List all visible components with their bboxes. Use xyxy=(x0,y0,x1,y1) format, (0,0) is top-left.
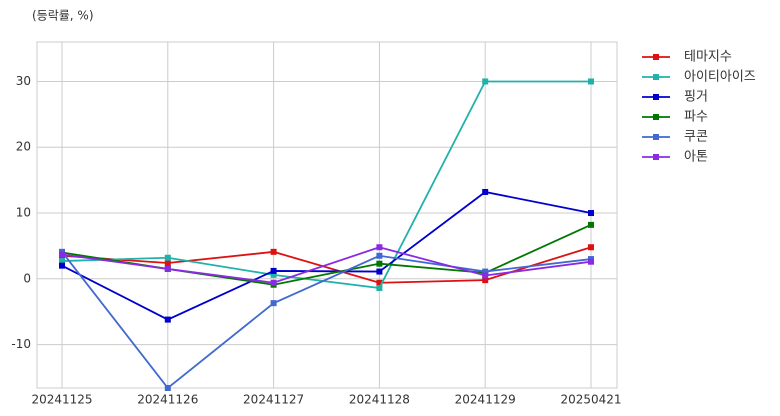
legend-marker xyxy=(653,54,659,60)
series-line xyxy=(61,246,592,284)
legend-label: 핑거 xyxy=(684,90,708,105)
series-line xyxy=(61,246,592,284)
point-marker xyxy=(482,268,489,275)
y-tick-label: 30 xyxy=(16,74,31,88)
y-tick-label: 20 xyxy=(16,140,31,154)
point-marker xyxy=(270,248,277,255)
point-marker xyxy=(164,265,171,272)
point-marker xyxy=(59,262,65,269)
point-marker xyxy=(376,268,383,275)
point-marker xyxy=(588,221,594,228)
point-marker xyxy=(588,258,594,265)
y-tick-label: -10 xyxy=(11,337,31,351)
point-marker xyxy=(59,251,65,258)
point-marker xyxy=(164,260,171,267)
legend-label: 테마지수 xyxy=(684,50,732,65)
plot-area xyxy=(36,41,618,389)
point-marker xyxy=(376,285,383,292)
point-marker xyxy=(588,210,594,217)
y-tick-label: 0 xyxy=(23,271,31,285)
legend-label: 아이티아이즈 xyxy=(684,70,756,85)
chart-title: (등락률, %) xyxy=(32,9,94,23)
x-tick-label: 20241125 xyxy=(31,393,92,407)
x-tick-label: 20241127 xyxy=(243,393,304,407)
series-line xyxy=(61,80,591,289)
x-tick-label: 20241129 xyxy=(455,393,516,407)
point-marker xyxy=(376,252,383,259)
legend-marker xyxy=(653,134,659,140)
point-marker xyxy=(164,254,171,261)
x-tick-label: 20241128 xyxy=(349,393,410,407)
point-marker xyxy=(376,279,383,286)
point-marker xyxy=(376,244,383,251)
point-marker xyxy=(482,78,489,85)
point-marker xyxy=(270,279,277,286)
legend-label: 파수 xyxy=(684,110,708,125)
point-marker xyxy=(270,267,277,274)
point-marker xyxy=(588,244,594,251)
point-marker xyxy=(482,272,489,279)
point-marker xyxy=(164,385,171,391)
series-line xyxy=(61,191,592,321)
series-line xyxy=(61,251,592,390)
x-tick-label: 20250421 xyxy=(560,393,621,407)
point-marker xyxy=(270,271,277,278)
legend-label: 쿠콘 xyxy=(684,130,708,145)
legend-marker xyxy=(653,74,659,80)
point-marker xyxy=(482,277,489,284)
legend-marker xyxy=(653,114,659,120)
legend-marker xyxy=(653,154,659,160)
legend-label: 아톤 xyxy=(684,150,708,165)
point-marker xyxy=(588,78,594,85)
point-marker xyxy=(482,188,489,195)
point-marker xyxy=(59,258,65,265)
point-marker xyxy=(270,300,277,307)
x-tick-label: 20241126 xyxy=(137,393,198,407)
point-marker xyxy=(164,316,171,323)
y-tick-label: 10 xyxy=(16,206,31,220)
legend-marker xyxy=(653,94,659,100)
point-marker xyxy=(376,260,383,267)
